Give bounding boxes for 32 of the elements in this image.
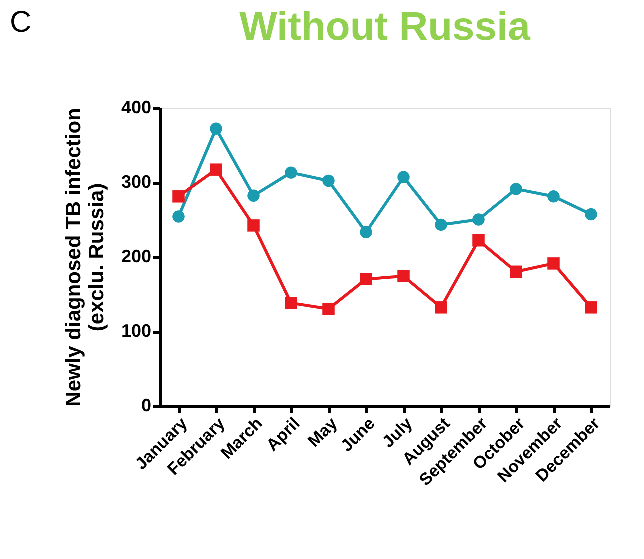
y-tick-label: 100: [121, 321, 152, 341]
point: [322, 174, 335, 188]
point: [472, 234, 485, 247]
point: [398, 270, 410, 282]
chart-title: Without Russia: [240, 5, 532, 49]
y-tick-label: 300: [121, 172, 152, 192]
point: [585, 208, 598, 221]
point: [510, 183, 522, 196]
point: [360, 273, 372, 286]
point: [210, 122, 222, 135]
point: [285, 166, 298, 179]
point: [248, 190, 260, 202]
point: [548, 258, 560, 270]
point: [172, 190, 185, 203]
point: [510, 266, 522, 278]
point: [435, 302, 448, 314]
point: [472, 214, 485, 226]
point: [548, 190, 560, 203]
point: [210, 164, 222, 176]
y-tick-label: 400: [121, 98, 152, 118]
y-axis-title: Newly diagnosed TB infection (exclu. Russia): [62, 108, 108, 407]
point: [435, 218, 448, 232]
point: [360, 226, 372, 239]
point: [322, 303, 335, 316]
y-tick-label: 200: [121, 246, 152, 266]
text: C: [10, 6, 32, 39]
point: [248, 220, 260, 232]
point: [585, 302, 598, 314]
point: [398, 171, 410, 184]
point: [172, 210, 185, 223]
point: [285, 297, 298, 310]
y-tick-label: 0: [141, 396, 152, 416]
